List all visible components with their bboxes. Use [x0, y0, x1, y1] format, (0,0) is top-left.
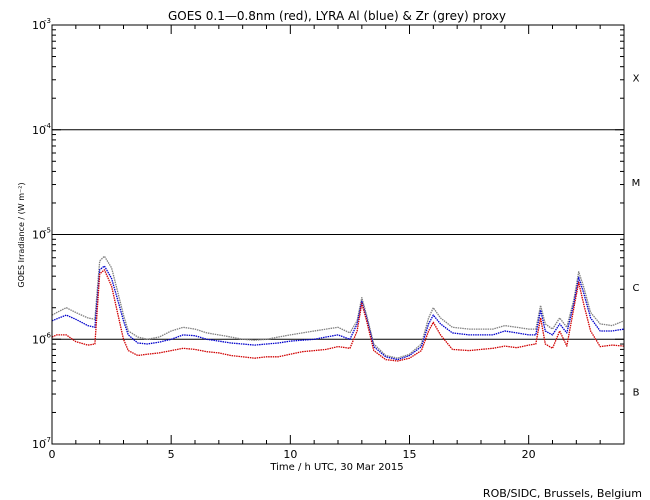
y-tick-exponent: -4	[44, 122, 52, 130]
y-tick-label: 10	[32, 19, 46, 32]
flare-class-label: B	[633, 388, 640, 399]
lyra_al-series-line	[51, 265, 625, 361]
y-tick-exponent: -6	[44, 331, 52, 339]
flare-class-label: M	[632, 178, 641, 189]
flare-class-label: X	[633, 73, 640, 84]
threshold-lines	[52, 129, 624, 340]
y-axis-label: GOES Irradiance / (W m⁻²)	[17, 182, 26, 287]
y-tick-label: 10	[32, 333, 46, 346]
flare-class-label: C	[633, 283, 640, 294]
y-tick-exponent: -5	[44, 227, 51, 235]
y-tick-exponent: -3	[44, 17, 51, 25]
data-series	[51, 255, 625, 362]
y-axis: 10-710-610-510-410-3	[32, 17, 624, 451]
x-tick-label: 10	[283, 448, 297, 461]
flare-class-labels: X M C B	[632, 73, 641, 398]
x-tick-label: 0	[49, 448, 56, 461]
x-tick-label: 20	[522, 448, 536, 461]
x-tick-label: 5	[168, 448, 175, 461]
y-tick-label: 10	[32, 229, 46, 242]
lyra_zr-series-line	[51, 255, 625, 359]
y-tick-exponent: -7	[44, 436, 51, 444]
x-tick-label: 15	[403, 448, 417, 461]
credit-text: ROB/SIDC, Brussels, Belgium	[483, 487, 642, 500]
x-axis-label: Time / h UTC, 30 Mar 2015	[269, 462, 403, 473]
y-tick-label: 10	[32, 438, 46, 451]
y-tick-label: 10	[32, 124, 46, 137]
x-axis: 0 5 10 15 20	[49, 25, 625, 461]
goes-series-line	[51, 269, 625, 362]
chart-title: GOES 0.1—0.8nm (red), LYRA Al (blue) & Z…	[168, 9, 506, 23]
